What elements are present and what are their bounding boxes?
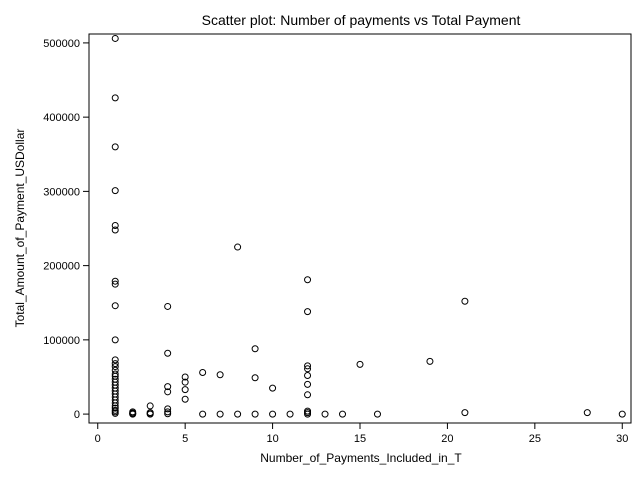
scatter-point: [461, 297, 469, 305]
scatter-point: [304, 371, 312, 379]
scatter-point: [111, 302, 119, 310]
scatter-point: [164, 349, 172, 357]
scatter-point: [304, 308, 312, 316]
y-tick-label: 400000: [43, 112, 80, 124]
x-tick-label: 0: [95, 433, 101, 445]
scatter-point: [146, 402, 154, 410]
scatter-point: [111, 277, 119, 285]
scatter-point: [146, 410, 154, 418]
scatter-point: [339, 410, 347, 418]
scatter-point: [269, 410, 277, 418]
scatter-point: [181, 395, 189, 403]
x-axis-label: Number_of_Payments_Included_in_T: [260, 451, 462, 465]
scatter-point: [111, 280, 119, 288]
scatter-point: [216, 410, 224, 418]
scatter-point: [111, 399, 119, 407]
scatter-point: [216, 371, 224, 379]
y-tick-label: 200000: [43, 261, 80, 273]
scatter-point: [164, 388, 172, 396]
scatter-point: [111, 226, 119, 234]
x-tick-label: 10: [266, 433, 278, 445]
scatter-point: [304, 391, 312, 399]
scatter-point: [111, 187, 119, 195]
scatter-point: [373, 410, 381, 418]
scatter-point: [199, 410, 207, 418]
scatter-point: [181, 373, 189, 381]
x-tick-label: 25: [529, 433, 541, 445]
y-tick-label: 0: [74, 409, 80, 421]
scatter-point: [164, 410, 172, 418]
scatter-point: [356, 360, 364, 368]
scatter-point: [111, 94, 119, 102]
scatter-point: [111, 222, 119, 230]
x-axis: 0 5 10 15 20 25 30: [95, 423, 628, 445]
scatter-point: [234, 243, 242, 251]
scatter-point: [251, 345, 259, 353]
scatter-point: [304, 410, 312, 418]
scatter-point: [164, 302, 172, 310]
scatter-point: [111, 143, 119, 151]
scatter-point: [426, 357, 434, 365]
scatter-point: [304, 276, 312, 284]
scatter-point: [111, 370, 119, 378]
scatter-point: [461, 409, 469, 417]
scatter-point: [181, 378, 189, 386]
scatter-point: [618, 410, 626, 418]
scatter-point: [251, 410, 259, 418]
scatter-point: [234, 410, 242, 418]
scatter-point: [111, 356, 119, 364]
scatter-point: [304, 362, 312, 370]
y-tick-label: 100000: [43, 335, 80, 347]
scatter-point: [164, 383, 172, 391]
x-tick-label: 30: [616, 433, 628, 445]
scatter-point: [181, 386, 189, 394]
scatter-point: [111, 34, 119, 42]
x-tick-label: 5: [182, 433, 188, 445]
scatter-point: [164, 408, 172, 416]
y-tick-label: 500000: [43, 38, 80, 50]
x-tick-label: 15: [354, 433, 366, 445]
scatter-point: [304, 365, 312, 373]
scatter-point: [251, 374, 259, 382]
y-tick-label: 300000: [43, 186, 80, 198]
scatter-point: [199, 369, 207, 377]
scatter-point: [583, 409, 591, 417]
scatter-point: [164, 405, 172, 413]
scatter-point: [111, 404, 119, 412]
scatter-point: [111, 363, 119, 371]
chart-title: Scatter plot: Number of payments vs Tota…: [202, 12, 521, 28]
scatter-point: [111, 409, 119, 417]
scatter-point: [129, 410, 137, 418]
scatter-point: [111, 360, 119, 368]
scatter-point: [111, 336, 119, 344]
y-axis-label: Total_Amount_of_Payment_USDollar: [13, 129, 27, 328]
x-tick-label: 20: [441, 433, 453, 445]
scatter-point: [269, 384, 277, 392]
scatter-point: [286, 410, 294, 418]
data-points: [111, 34, 626, 418]
scatter-point: [321, 410, 329, 418]
y-axis: 0 100000 200000 300000 400000 500000: [43, 38, 89, 421]
scatter-point: [304, 380, 312, 388]
